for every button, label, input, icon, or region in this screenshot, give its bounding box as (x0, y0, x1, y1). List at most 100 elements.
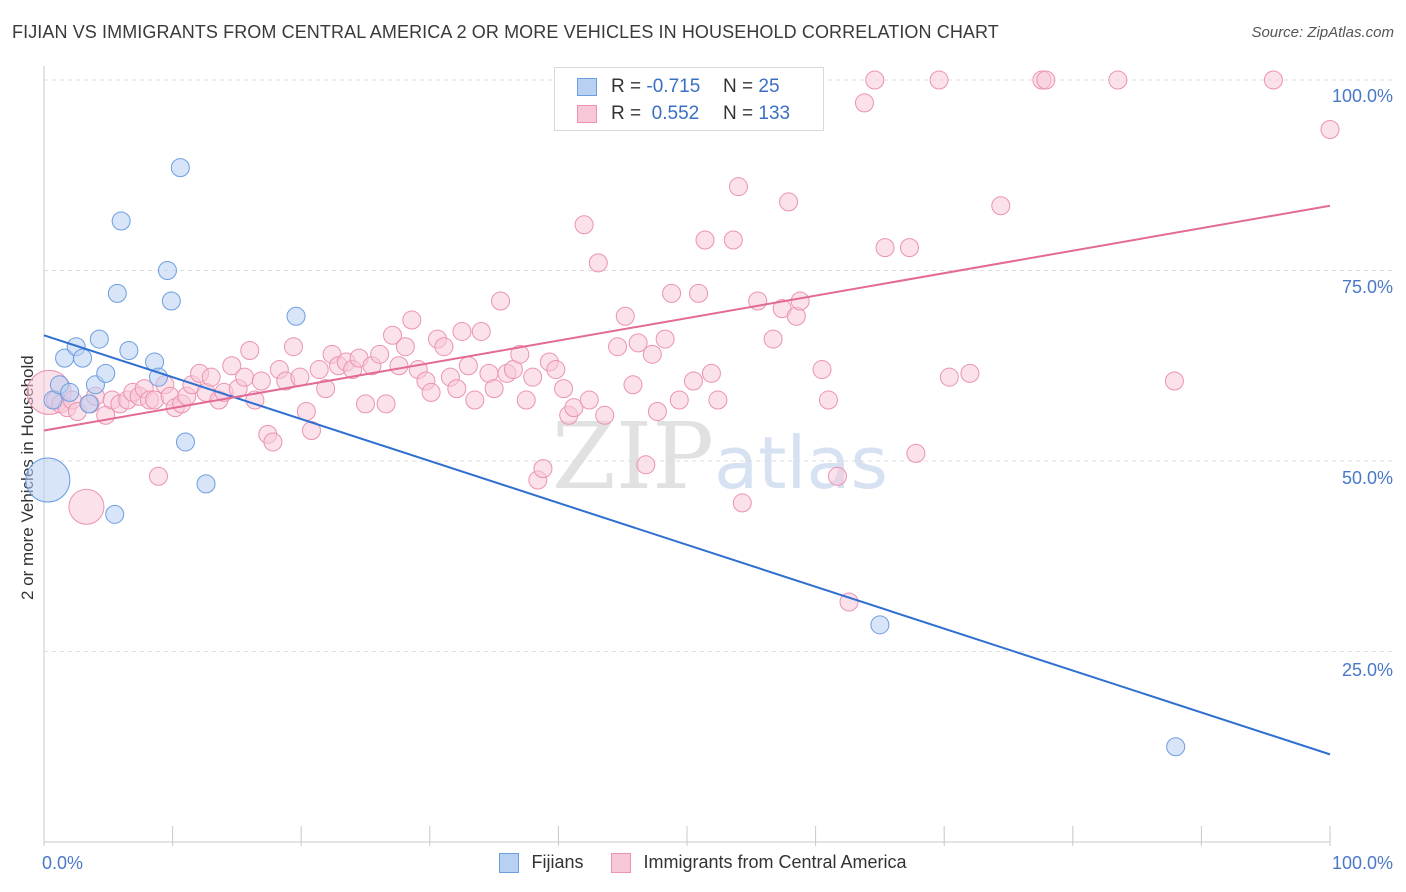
data-point (105, 504, 125, 524)
immigrants-swatch (577, 105, 597, 123)
data-point (175, 432, 195, 452)
data-point (812, 360, 832, 380)
data-point (421, 382, 441, 402)
data-point (818, 390, 838, 410)
watermark: ZIPatlas (552, 403, 888, 510)
data-point (240, 341, 260, 361)
data-point (196, 474, 216, 494)
data-point (201, 367, 221, 387)
legend-item-fijians[interactable]: Fijians (499, 852, 583, 873)
data-point (1263, 70, 1283, 90)
data-point (669, 390, 689, 410)
data-point (615, 306, 635, 326)
data-point (79, 394, 99, 414)
n-value: 25 (758, 76, 780, 97)
data-point (389, 356, 409, 376)
data-point (960, 363, 980, 383)
fijians-swatch (577, 78, 597, 96)
data-point (73, 348, 93, 368)
data-point (491, 291, 511, 311)
y-tick-label: 50.0% (1341, 468, 1393, 488)
immigrants-swatch (611, 852, 632, 873)
n-label: N = (723, 103, 754, 124)
data-point (235, 367, 255, 387)
data-point (588, 253, 608, 273)
data-point (695, 230, 715, 250)
y-tick-label: 25.0% (1341, 660, 1393, 680)
data-point (510, 344, 530, 364)
data-point (608, 337, 628, 357)
data-point (564, 398, 584, 418)
data-point (1036, 70, 1056, 90)
data-point (991, 196, 1011, 216)
data-point (1320, 120, 1340, 140)
data-point (763, 329, 783, 349)
legend-label: Immigrants from Central America (643, 852, 907, 872)
data-point (395, 337, 415, 357)
data-point (827, 466, 847, 486)
data-point (484, 379, 504, 399)
data-point (283, 337, 303, 357)
data-point (452, 321, 472, 341)
data-point (523, 367, 543, 387)
stats-row-fijians: R = -0.715 N = 25 (577, 75, 780, 99)
data-point (906, 443, 926, 463)
legend-label: Fijians (531, 852, 584, 872)
data-point (683, 371, 703, 391)
data-point (870, 615, 890, 635)
fijians-swatch (499, 852, 520, 873)
data-point (939, 367, 959, 387)
data-point (779, 192, 799, 212)
legend-item-immigrants[interactable]: Immigrants from Central America (611, 852, 907, 873)
data-point (708, 390, 728, 410)
data-point (546, 360, 566, 380)
data-point (286, 306, 306, 326)
data-point (579, 390, 599, 410)
data-point (732, 493, 752, 513)
data-point (107, 283, 127, 303)
data-point (1166, 737, 1186, 757)
data-point (309, 360, 329, 380)
data-point (89, 329, 109, 349)
data-point (148, 367, 168, 387)
data-point (402, 310, 422, 330)
data-point (316, 379, 336, 399)
source-label: Source: ZipAtlas.com (1251, 24, 1394, 41)
data-point (471, 321, 491, 341)
x-tick-label: 0.0% (42, 853, 84, 873)
data-point (655, 329, 675, 349)
data-point (728, 177, 748, 197)
data-point (447, 379, 467, 399)
x-tick-label: 100.0% (1331, 853, 1393, 873)
data-point (875, 238, 895, 258)
data-point (157, 261, 177, 280)
data-point (647, 401, 667, 421)
data-point (383, 325, 403, 345)
r-label: R = (611, 76, 642, 97)
data-point (865, 70, 885, 90)
r-label: R = (611, 103, 642, 124)
data-point (554, 379, 574, 399)
data-point (701, 363, 721, 383)
data-point (434, 337, 454, 357)
data-point (1108, 70, 1128, 90)
data-point (723, 230, 743, 250)
data-point (790, 291, 810, 311)
data-point (68, 488, 105, 525)
r-value: 0.552 (651, 103, 700, 124)
data-point (170, 158, 190, 178)
data-point (595, 405, 615, 425)
data-point (25, 457, 71, 503)
data-point (370, 344, 390, 364)
data-point (222, 356, 242, 376)
stats-row-immigrants: R = 0.552 N = 133 (577, 102, 790, 126)
series-immigrants-points (26, 70, 1340, 612)
stats-legend: R = -0.715 N = 25 R = 0.552 N = 133 (554, 67, 824, 131)
data-point (263, 432, 283, 452)
data-point (642, 344, 662, 364)
data-point (161, 291, 181, 311)
gridlines (44, 79, 1392, 652)
data-point (465, 390, 485, 410)
trend-line-fijians (43, 334, 1331, 756)
data-point (1164, 371, 1184, 391)
